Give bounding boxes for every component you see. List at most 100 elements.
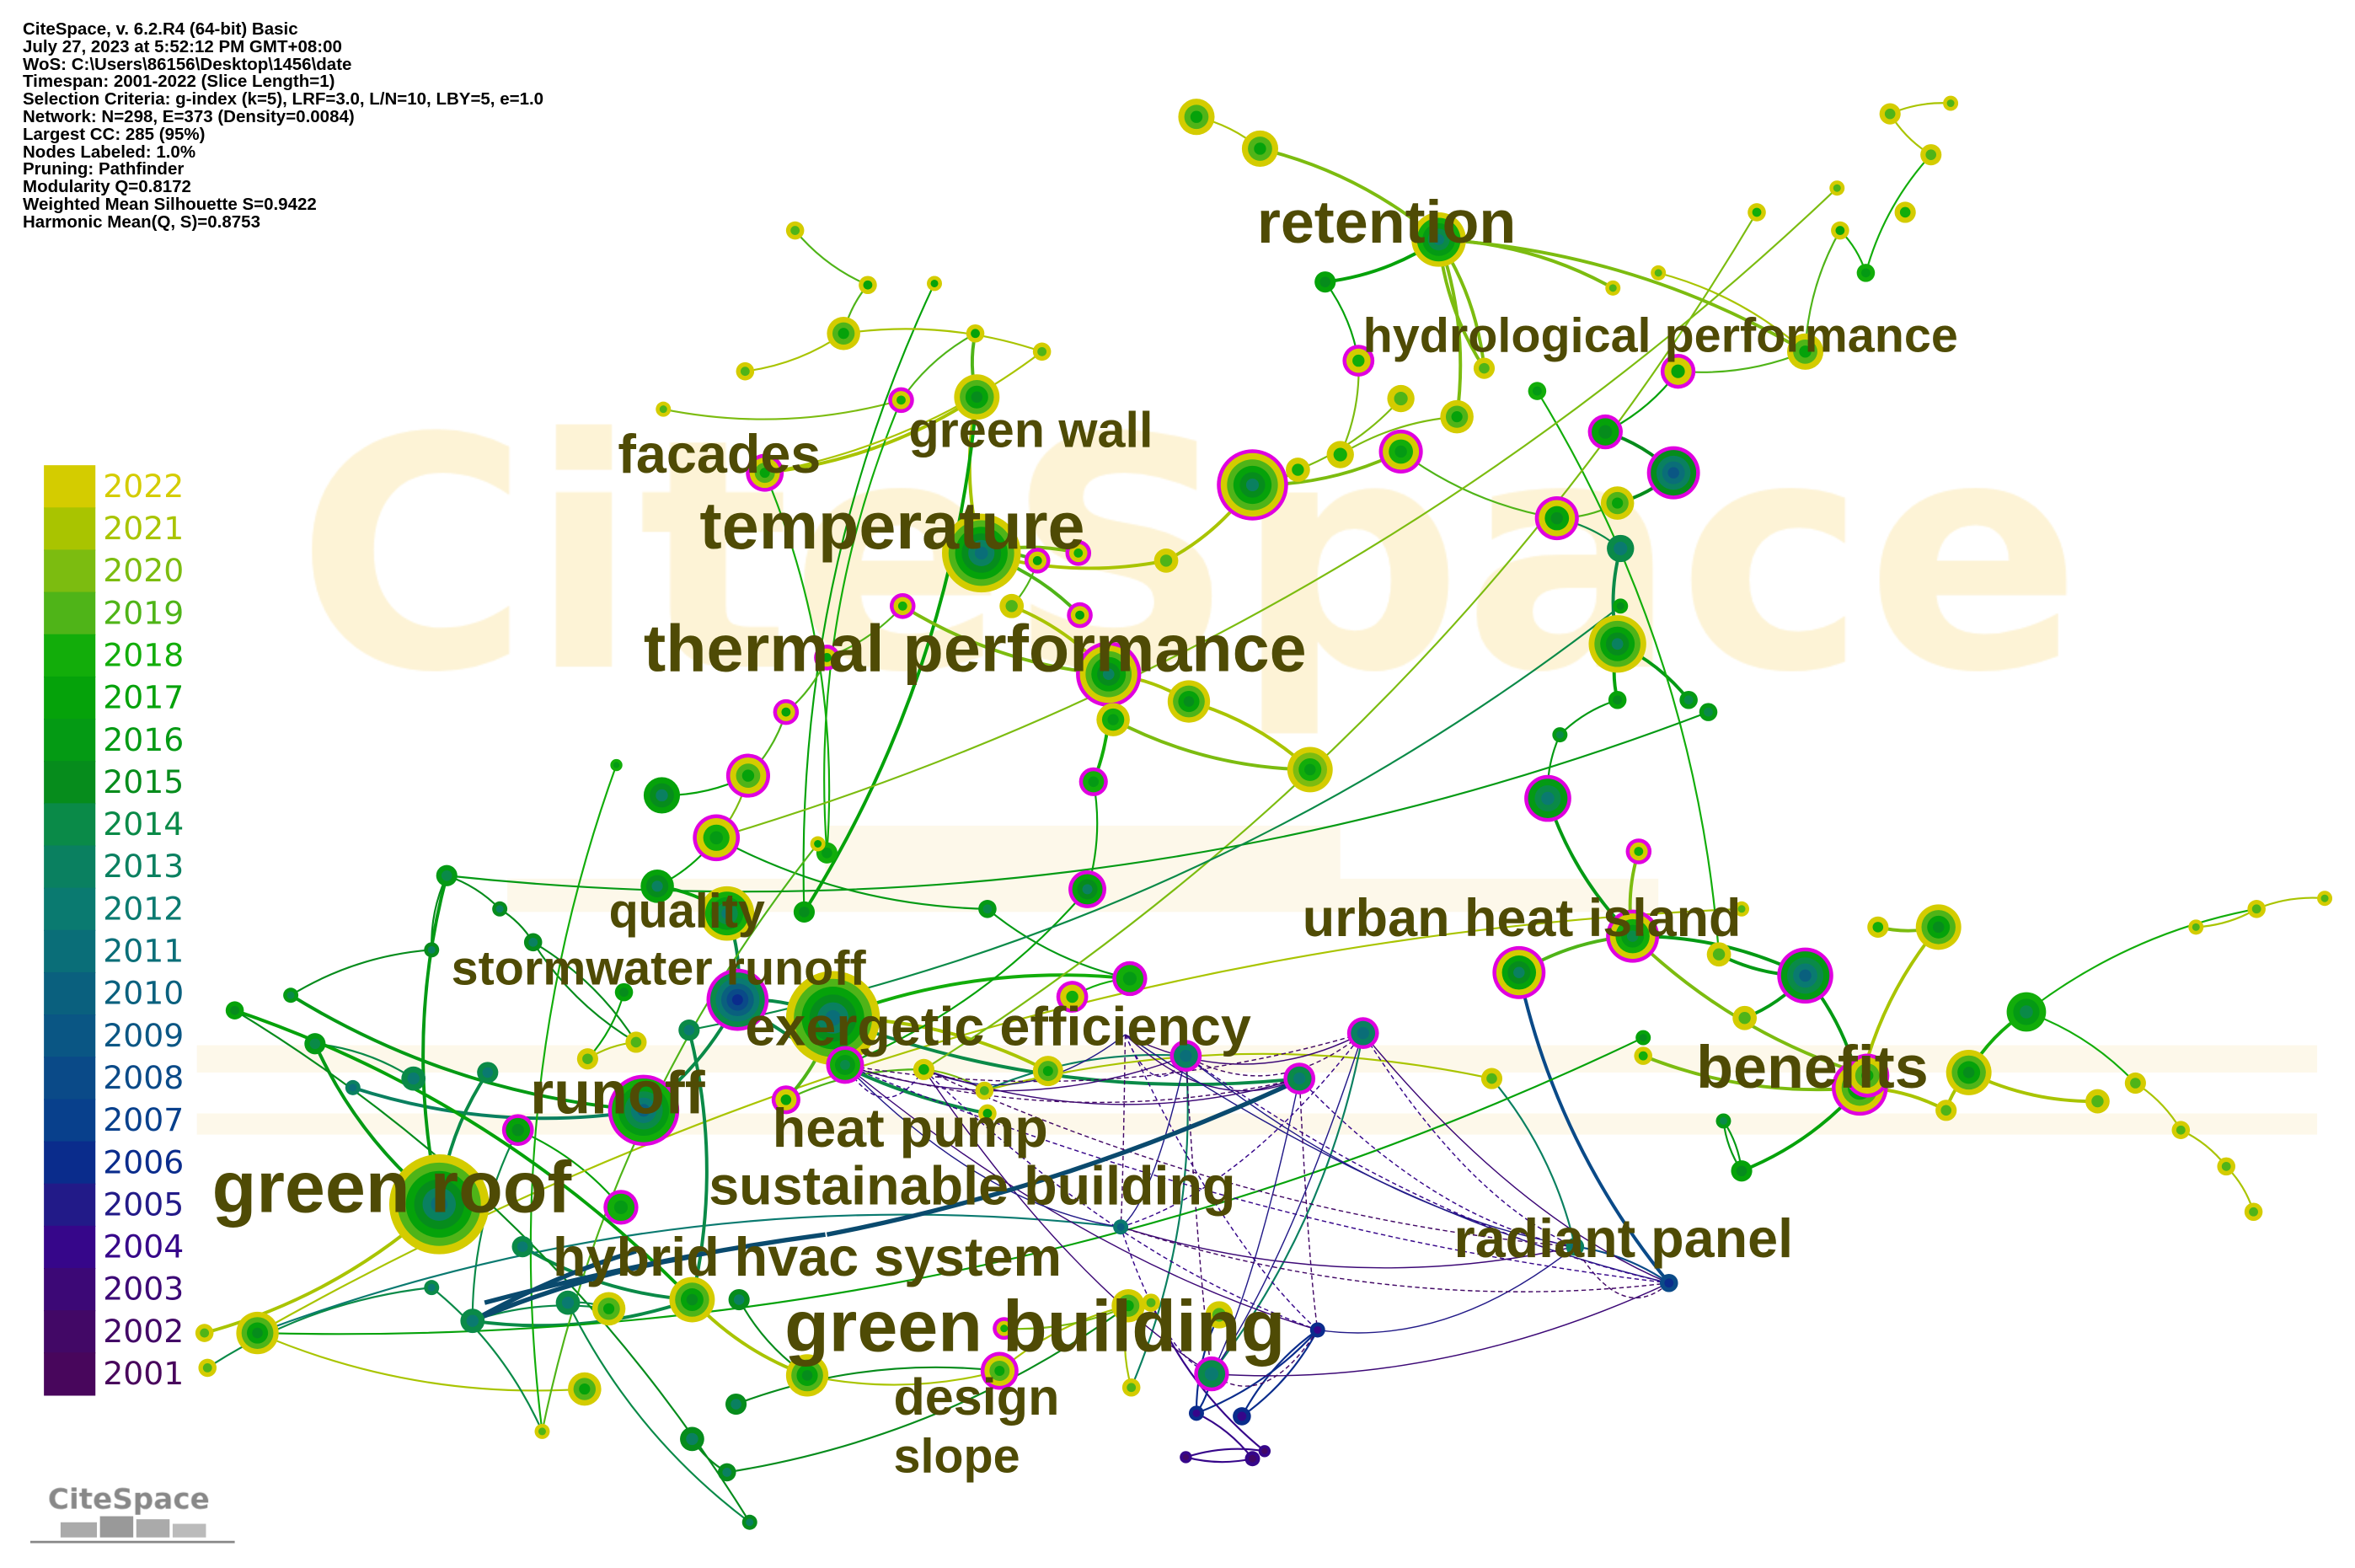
keyword-node[interactable] (1607, 534, 1635, 563)
keyword-node[interactable] (388, 1153, 490, 1255)
keyword-node[interactable] (1065, 540, 1092, 566)
keyword-node[interactable] (1078, 767, 1108, 796)
keyword-node[interactable] (1699, 703, 1718, 721)
keyword-node[interactable] (1111, 1288, 1145, 1323)
keyword-node[interactable] (1032, 1056, 1063, 1087)
keyword-node[interactable] (511, 1236, 533, 1258)
keyword-node[interactable] (1856, 264, 1876, 282)
keyword-node[interactable] (1378, 429, 1423, 474)
keyword-node[interactable] (888, 387, 914, 414)
keyword-node[interactable] (980, 1351, 1019, 1390)
keyword-node[interactable] (1715, 1113, 1731, 1129)
keyword-node[interactable] (2171, 1121, 2191, 1139)
keyword-node[interactable] (1831, 221, 1849, 240)
keyword-node[interactable] (1867, 916, 1889, 938)
keyword-node[interactable] (1244, 1451, 1260, 1467)
keyword-node[interactable] (810, 836, 826, 852)
keyword-node[interactable] (2006, 992, 2047, 1032)
keyword-node[interactable] (913, 1058, 935, 1080)
keyword-node[interactable] (236, 1311, 279, 1355)
keyword-node[interactable] (1346, 1017, 1379, 1050)
keyword-node[interactable] (477, 1062, 499, 1084)
keyword-node[interactable] (1096, 703, 1130, 736)
keyword-node[interactable] (717, 1463, 736, 1482)
keyword-node[interactable] (1188, 1405, 1204, 1421)
keyword-node[interactable] (1287, 747, 1333, 793)
keyword-node[interactable] (345, 1079, 361, 1095)
keyword-node[interactable] (993, 1317, 1016, 1341)
keyword-node[interactable] (614, 982, 634, 1002)
keyword-node[interactable] (610, 758, 623, 772)
keyword-node[interactable] (725, 1393, 747, 1415)
keyword-node[interactable] (706, 968, 769, 1031)
keyword-node[interactable] (1112, 961, 1148, 997)
keyword-node[interactable] (1935, 1100, 1957, 1121)
keyword-node[interactable] (999, 593, 1025, 618)
keyword-node[interactable] (954, 374, 1000, 420)
keyword-node[interactable] (1731, 1160, 1753, 1182)
keyword-node[interactable] (889, 593, 916, 619)
keyword-node[interactable] (741, 1514, 757, 1530)
keyword-node[interactable] (826, 1046, 864, 1084)
keyword-node[interactable] (1480, 1068, 1503, 1089)
keyword-node[interactable] (424, 1280, 440, 1296)
keyword-node[interactable] (1734, 901, 1750, 917)
keyword-node[interactable] (678, 1019, 700, 1041)
keyword-node[interactable] (725, 753, 770, 798)
keyword-node[interactable] (736, 361, 755, 381)
keyword-node[interactable] (591, 1292, 626, 1326)
keyword-node[interactable] (1920, 144, 1942, 166)
keyword-node[interactable] (785, 1354, 829, 1397)
keyword-node[interactable] (1625, 838, 1652, 864)
keyword-node[interactable] (2317, 891, 2333, 907)
keyword-node[interactable] (693, 814, 741, 862)
keyword-node[interactable] (1068, 870, 1107, 908)
keyword-node[interactable] (1879, 103, 1901, 125)
keyword-node[interactable] (1659, 1273, 1678, 1292)
keyword-node[interactable] (1524, 774, 1571, 822)
keyword-node[interactable] (1946, 1049, 1992, 1095)
keyword-node[interactable] (625, 1031, 647, 1053)
keyword-node[interactable] (927, 276, 942, 292)
keyword-node[interactable] (401, 1066, 426, 1091)
keyword-node[interactable] (2085, 1089, 2110, 1114)
keyword-node[interactable] (534, 1423, 550, 1439)
keyword-node[interactable] (1241, 130, 1279, 168)
keyword-node[interactable] (978, 900, 997, 918)
keyword-node[interactable] (1634, 1046, 1652, 1065)
keyword-node[interactable] (1706, 942, 1731, 967)
keyword-node[interactable] (1233, 1407, 1251, 1426)
keyword-node[interactable] (785, 221, 805, 240)
keyword-node[interactable] (198, 1358, 217, 1378)
keyword-node[interactable] (1943, 95, 1959, 111)
keyword-node[interactable] (728, 1288, 750, 1311)
keyword-node[interactable] (2124, 1072, 2146, 1094)
keyword-node[interactable] (656, 401, 672, 417)
keyword-node[interactable] (1732, 1005, 1758, 1030)
keyword-node[interactable] (1915, 904, 1962, 950)
keyword-node[interactable] (1167, 680, 1211, 723)
keyword-node[interactable] (643, 777, 681, 814)
keyword-node[interactable] (1566, 1237, 1585, 1256)
keyword-node[interactable] (966, 324, 985, 343)
keyword-node[interactable] (978, 1104, 997, 1123)
keyword-node[interactable] (1056, 981, 1089, 1013)
keyword-node[interactable] (1492, 945, 1546, 999)
keyword-node[interactable] (1605, 280, 1621, 296)
keyword-node[interactable] (304, 1033, 326, 1055)
keyword-node[interactable] (1067, 602, 1093, 629)
keyword-node[interactable] (785, 971, 880, 1065)
keyword-node[interactable] (814, 645, 840, 671)
keyword-node[interactable] (1440, 399, 1474, 434)
keyword-node[interactable] (1600, 486, 1635, 520)
keyword-node[interactable] (1646, 446, 1700, 500)
keyword-node[interactable] (1342, 345, 1375, 377)
keyword-node[interactable] (1194, 1356, 1229, 1392)
keyword-node[interactable] (607, 1074, 680, 1147)
keyword-node[interactable] (195, 1324, 214, 1342)
keyword-node[interactable] (492, 901, 508, 917)
keyword-node[interactable] (1534, 495, 1579, 541)
keyword-node[interactable] (975, 1081, 994, 1100)
keyword-node[interactable] (1024, 548, 1051, 574)
keyword-node[interactable] (1552, 727, 1568, 743)
